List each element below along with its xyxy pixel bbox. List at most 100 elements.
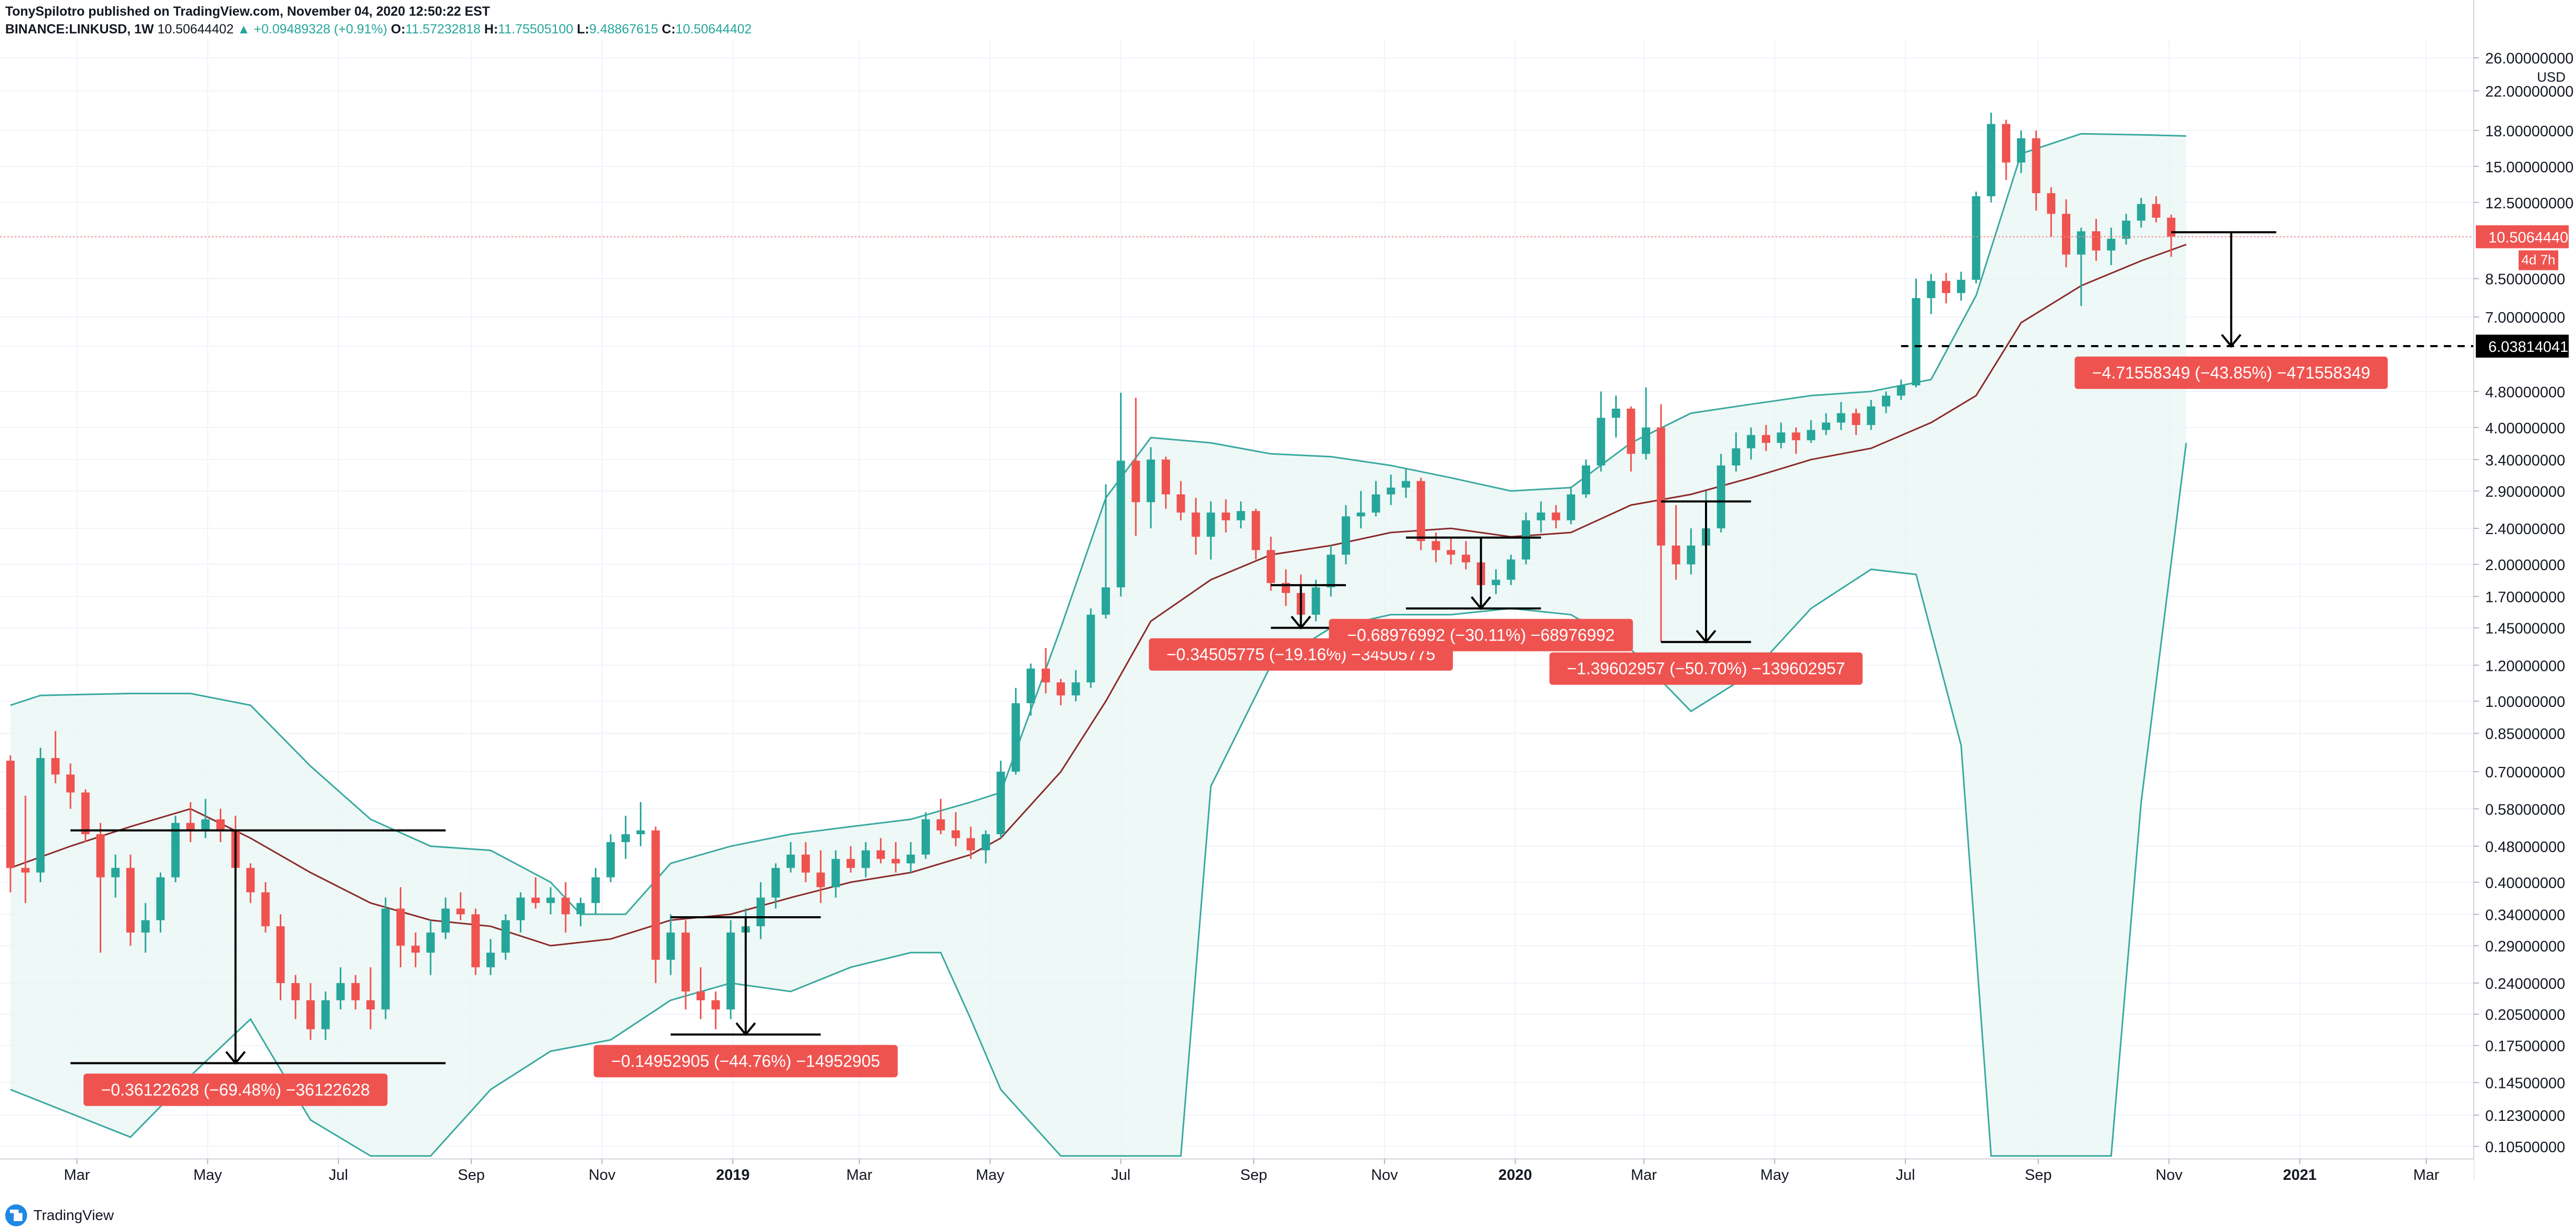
candle-body	[1836, 413, 1845, 423]
candle-body	[66, 774, 75, 793]
candle-body	[426, 932, 435, 953]
bollinger-upper-line	[10, 133, 2187, 915]
candle-body	[111, 868, 120, 878]
candle	[1461, 541, 1470, 570]
candle-body	[981, 834, 990, 850]
candle-body	[1912, 298, 1921, 386]
candle	[186, 802, 195, 843]
candle	[967, 826, 975, 859]
candle-body	[876, 850, 885, 859]
candle-body	[636, 830, 645, 834]
candle-body	[1672, 545, 1680, 565]
time-tick-label: Mar	[846, 1167, 873, 1183]
time-axis-bg	[0, 1159, 2474, 1185]
candle	[2137, 197, 2145, 228]
candle	[1416, 478, 1425, 550]
candle-body	[1267, 550, 1275, 583]
time-tick-label: Nov	[2155, 1167, 2183, 1183]
candle	[1867, 399, 1876, 430]
candle-body	[606, 842, 615, 878]
author-line: TonySpilotro published on TradingView.co…	[5, 4, 490, 19]
candle	[1807, 420, 1816, 443]
candle	[1552, 505, 1560, 529]
candle-body	[261, 892, 270, 927]
candle	[1507, 554, 1516, 585]
candle	[1612, 395, 1620, 438]
candle-body	[1536, 512, 1545, 520]
candle-body	[2017, 138, 2025, 163]
candle	[1356, 491, 1365, 529]
high-value: 11.75505100	[498, 22, 574, 37]
measure-label: −4.71558349 (−43.85%) −471558349	[2092, 363, 2370, 382]
candle	[1372, 481, 1380, 517]
price-tick-label: 0.70000000	[2485, 764, 2565, 781]
candle	[861, 842, 870, 878]
candle-body	[471, 914, 480, 967]
candle-body	[1687, 545, 1696, 565]
candle-body	[771, 868, 780, 898]
last-price-value: 10.50644402	[157, 22, 234, 37]
price-tick-label: 0.58000000	[2485, 801, 2565, 818]
candle-body	[531, 897, 540, 903]
candle	[726, 920, 735, 1020]
candle	[786, 842, 795, 873]
candle	[2032, 130, 2041, 211]
candle-body	[486, 952, 495, 967]
candle-body	[1656, 427, 1665, 546]
candle-body	[366, 1000, 375, 1010]
candle-body	[1507, 559, 1516, 580]
candle-body	[1612, 408, 1620, 418]
price-tick-label: 0.10500000	[2485, 1139, 2565, 1156]
candle	[321, 991, 330, 1040]
candle	[1836, 402, 1845, 430]
candle	[1401, 468, 1410, 498]
candle	[561, 882, 570, 933]
price-range-measure: −1.39602957 (−50.70%) −139602957	[1549, 500, 1863, 685]
time-tick-label: May	[976, 1167, 1005, 1183]
candle	[2062, 199, 2071, 268]
price-tick-label: 0.14500000	[2485, 1075, 2565, 1092]
candle	[51, 731, 60, 784]
candle	[1882, 391, 1891, 413]
candle-body	[396, 908, 405, 946]
candle	[576, 897, 585, 927]
candle-body	[1716, 465, 1725, 529]
candle	[1822, 413, 1831, 435]
candle-body	[1762, 435, 1771, 443]
candles[interactable]	[6, 112, 2176, 1040]
measurement-tools[interactable]: −0.36122628 (−69.48%) −36122628 −0.149529…	[70, 231, 2479, 1106]
price-tick-label: 4.80000000	[2485, 384, 2565, 401]
candle-body	[291, 983, 300, 1001]
candle	[1116, 393, 1125, 597]
candle	[1852, 408, 1861, 435]
candle-body	[516, 897, 525, 920]
candle-body	[441, 908, 450, 933]
candle-body	[1596, 418, 1605, 466]
candle-body	[1176, 494, 1185, 513]
candle	[1762, 425, 1771, 451]
candle-body	[907, 854, 915, 863]
candle	[516, 892, 525, 933]
measure-arrow-head	[1696, 630, 1716, 644]
candle	[1341, 505, 1350, 565]
price-tick-label: 7.00000000	[2485, 310, 2565, 326]
candle	[156, 872, 165, 933]
measure-arrow-head	[1291, 616, 1311, 630]
candle-body	[381, 908, 390, 1010]
candle	[111, 854, 120, 898]
time-tick-label: Sep	[458, 1167, 485, 1183]
price-tick-label: 0.20500000	[2485, 1007, 2565, 1024]
candle-body	[306, 1000, 315, 1029]
candle-body	[1492, 579, 1500, 585]
candle-body	[351, 983, 360, 1001]
candle	[1716, 454, 1725, 533]
candle	[711, 991, 720, 1029]
candle	[606, 834, 615, 882]
candle-body	[726, 932, 735, 1010]
candle-body	[1056, 682, 1065, 696]
candle	[1492, 569, 1500, 595]
tradingview-logo-icon	[5, 1204, 27, 1226]
candle	[1447, 537, 1456, 565]
candle	[1776, 422, 1785, 448]
